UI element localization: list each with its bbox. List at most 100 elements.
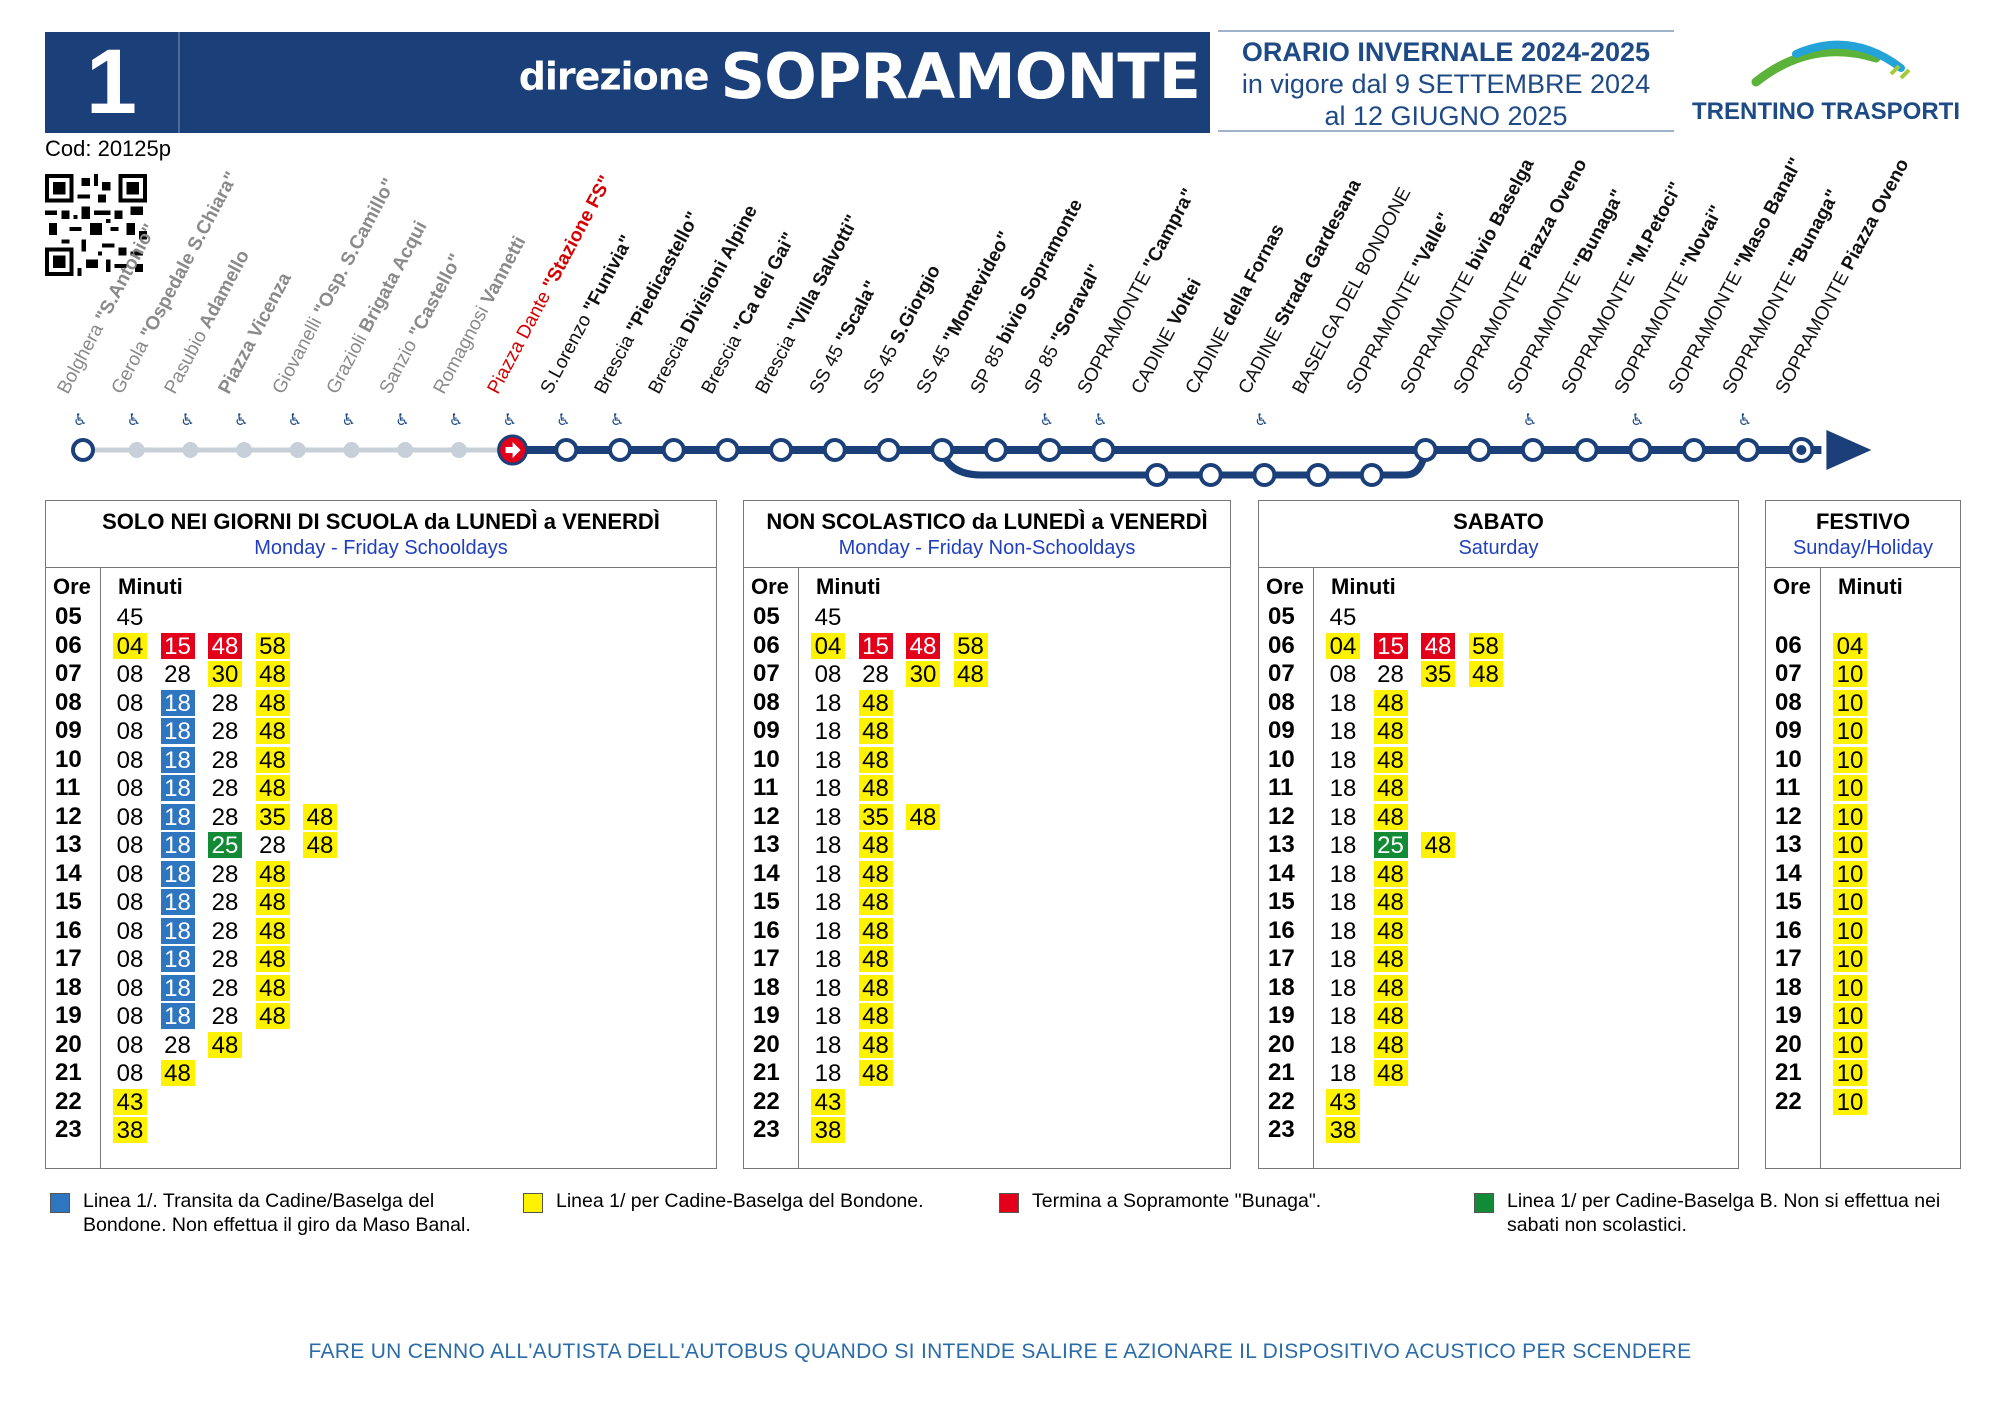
hour-cell: 15 bbox=[55, 888, 82, 915]
departure-minute: 18 bbox=[1329, 803, 1357, 831]
stop-dot bbox=[554, 438, 579, 462]
timetable-row: 14 10 bbox=[1766, 860, 1962, 889]
departure-minute: 35 bbox=[858, 803, 893, 831]
hour-cell: 21 bbox=[55, 1059, 82, 1086]
wheelchair-icon: ♿ bbox=[73, 412, 88, 429]
hour-cell: 22 bbox=[753, 1087, 780, 1115]
departure-minute: 10 bbox=[1833, 860, 1867, 888]
timetable-row: 19 10 bbox=[1766, 1002, 1962, 1031]
departure-minute: 08 bbox=[814, 661, 842, 688]
hour-cell: 21 bbox=[1775, 1059, 1802, 1086]
departure-minute: 48 bbox=[858, 974, 893, 1002]
departure-minute: 08 bbox=[116, 832, 144, 859]
timetable-row: 15 10 bbox=[1766, 888, 1962, 917]
departure-minute: 48 bbox=[255, 974, 290, 1002]
departure-minute: 08 bbox=[116, 946, 144, 973]
departure-minute: 48 bbox=[1373, 946, 1408, 973]
departure-minute: 48 bbox=[1421, 632, 1455, 660]
departure-minute: 18 bbox=[160, 803, 195, 831]
departure-minute: 18 bbox=[814, 718, 842, 745]
hour-cell: 15 bbox=[1268, 888, 1295, 915]
departure-minute: 28 bbox=[259, 832, 286, 859]
stop-dot bbox=[715, 438, 740, 462]
hour-cell: 13 bbox=[55, 831, 82, 858]
hour-cell: 08 bbox=[1268, 688, 1295, 716]
brand-name: TRENTINO TRASPORTI bbox=[1692, 98, 1960, 125]
timetable-row: 23 38 bbox=[1259, 1116, 1740, 1145]
stop-dot bbox=[1198, 463, 1223, 487]
hours-column bbox=[46, 568, 101, 1168]
minutes-header: Minuti bbox=[816, 574, 881, 599]
legend-text: Linea 1/. Transita da Cadine/Baselga del… bbox=[83, 1190, 471, 1236]
panel-body: Ore Minuti 06 04 07 10 08 10 09 10 10 10 11 10 12 10 1… bbox=[1766, 568, 1960, 1168]
stop-dot bbox=[182, 442, 199, 458]
departure-minute: 48 bbox=[255, 718, 290, 745]
hour-cell: 17 bbox=[55, 945, 82, 972]
wheelchair-icon: ♿ bbox=[556, 412, 571, 429]
stop-dot bbox=[661, 438, 686, 462]
direction-title: direzione SOPRAMONTE bbox=[519, 40, 1201, 125]
departure-minute: 18 bbox=[814, 946, 842, 973]
panel-subtitle: Sunday/Holiday bbox=[1792, 537, 1934, 559]
departure-minute: 48 bbox=[255, 1003, 290, 1030]
departure-minute: 18 bbox=[814, 889, 842, 916]
departure-minute: 48 bbox=[255, 775, 290, 802]
wheelchair-icon: ♿ bbox=[1254, 412, 1269, 429]
timetable-row: 13 08 18 25 28 48 bbox=[46, 831, 718, 860]
hours-column bbox=[744, 568, 799, 1168]
timetable-row: 06 04 15 48 58 bbox=[46, 632, 718, 661]
destination-name: SOPRAMONTE bbox=[720, 40, 1201, 113]
hours-column bbox=[1259, 568, 1314, 1168]
stop-dot bbox=[71, 438, 95, 462]
departure-minute: 18 bbox=[1329, 946, 1357, 973]
timetable-row: 05 45 bbox=[46, 603, 718, 632]
departure-minute: 18 bbox=[1329, 1031, 1357, 1059]
panel-header: SOLO NEI GIORNI DI SCUOLA da LUNEDÌ a VE… bbox=[46, 501, 716, 568]
departure-minute: 48 bbox=[1373, 775, 1408, 802]
departure-minute: 10 bbox=[1833, 775, 1867, 802]
timetable-row: 14 18 48 bbox=[1259, 860, 1740, 889]
departure-minute: 18 bbox=[160, 746, 195, 774]
timetable-row: 06 04 15 48 58 bbox=[744, 632, 1232, 661]
departure-minute: 18 bbox=[1329, 1003, 1357, 1030]
departure-minute: 15 bbox=[160, 632, 195, 660]
hour-cell: 07 bbox=[1268, 660, 1295, 687]
hour-cell: 18 bbox=[1775, 973, 1802, 1001]
departure-minute: 04 bbox=[1326, 632, 1360, 660]
panel-title: SABATO bbox=[1453, 509, 1544, 534]
hour-cell: 20 bbox=[1775, 1030, 1802, 1058]
departure-minute: 48 bbox=[906, 803, 940, 831]
timetable-row: 17 08 18 28 48 bbox=[46, 945, 718, 974]
timetable-panel: SOLO NEI GIORNI DI SCUOLA da LUNEDÌ a VE… bbox=[45, 500, 717, 1169]
qr-code-icon[interactable] bbox=[45, 174, 147, 276]
wheelchair-icon: ♿ bbox=[1630, 412, 1645, 429]
departure-minute: 48 bbox=[255, 917, 290, 945]
timetable-row: 18 18 48 bbox=[744, 974, 1232, 1003]
departure-minute: 25 bbox=[208, 832, 242, 859]
timetable-row: 16 18 48 bbox=[744, 917, 1232, 946]
departure-minute: 10 bbox=[1833, 917, 1867, 945]
departure-minute: 18 bbox=[814, 917, 842, 945]
departure-minute: 28 bbox=[211, 1003, 239, 1030]
departure-minute: 35 bbox=[255, 803, 290, 831]
wheelchair-icon: ♿ bbox=[126, 412, 142, 429]
stop-dot bbox=[1091, 438, 1116, 462]
hour-cell: 19 bbox=[1268, 1002, 1295, 1029]
hours-header: Ore bbox=[53, 574, 91, 599]
hour-cell: 19 bbox=[55, 1002, 82, 1029]
departure-minute: 48 bbox=[160, 1060, 195, 1087]
timetable-row: 07 08 28 30 48 bbox=[744, 660, 1232, 689]
valid-from: in vigore dal 9 SETTEMBRE 2024 bbox=[1241, 69, 1651, 99]
hour-cell: 23 bbox=[55, 1116, 82, 1143]
stop-dot bbox=[1520, 438, 1545, 462]
departure-minute: 58 bbox=[255, 632, 290, 660]
timetable-code: Cod: 20125p bbox=[45, 136, 171, 161]
timetable-row: 16 08 18 28 48 bbox=[46, 917, 718, 946]
timetable-row: 23 38 bbox=[46, 1116, 718, 1145]
hour-cell: 07 bbox=[55, 660, 82, 687]
hour-cell: 12 bbox=[1775, 802, 1802, 830]
stop-dot bbox=[608, 438, 632, 462]
timetable-row: 09 08 18 28 48 bbox=[46, 717, 718, 746]
timetable-row: 13 18 25 48 bbox=[1259, 831, 1740, 860]
departure-minute: 18 bbox=[814, 1060, 842, 1087]
